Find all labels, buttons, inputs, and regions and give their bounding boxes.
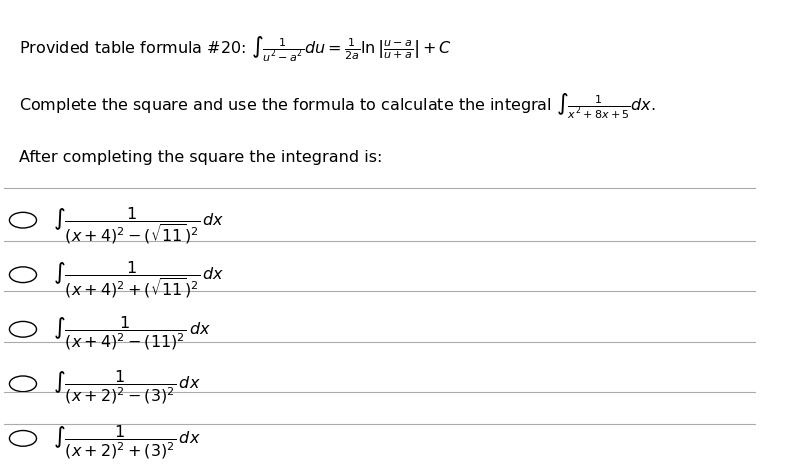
Text: $\int \dfrac{1}{(x+2)^2+(3)^2}\,dx$: $\int \dfrac{1}{(x+2)^2+(3)^2}\,dx$: [53, 423, 201, 461]
Text: After completing the square the integrand is:: After completing the square the integran…: [19, 150, 383, 165]
Text: $\int \dfrac{1}{(x+2)^2-(3)^2}\,dx$: $\int \dfrac{1}{(x+2)^2-(3)^2}\,dx$: [53, 369, 201, 406]
Text: Complete the square and use the formula to calculate the integral $\int \frac{1}: Complete the square and use the formula …: [19, 91, 656, 121]
Text: $\int \dfrac{1}{(x+4)^2+(\sqrt{11})^2}\,dx$: $\int \dfrac{1}{(x+4)^2+(\sqrt{11})^2}\,…: [53, 259, 225, 300]
Text: $\int \dfrac{1}{(x+4)^2-(11)^2}\,dx$: $\int \dfrac{1}{(x+4)^2-(11)^2}\,dx$: [53, 314, 211, 351]
Text: $\int \dfrac{1}{(x+4)^2-(\sqrt{11})^2}\,dx$: $\int \dfrac{1}{(x+4)^2-(\sqrt{11})^2}\,…: [53, 205, 225, 246]
Text: Provided table formula #20: $\int \frac{1}{u^2-a^2}du = \frac{1}{2a}\ln\left|\fr: Provided table formula #20: $\int \frac{…: [19, 35, 453, 64]
